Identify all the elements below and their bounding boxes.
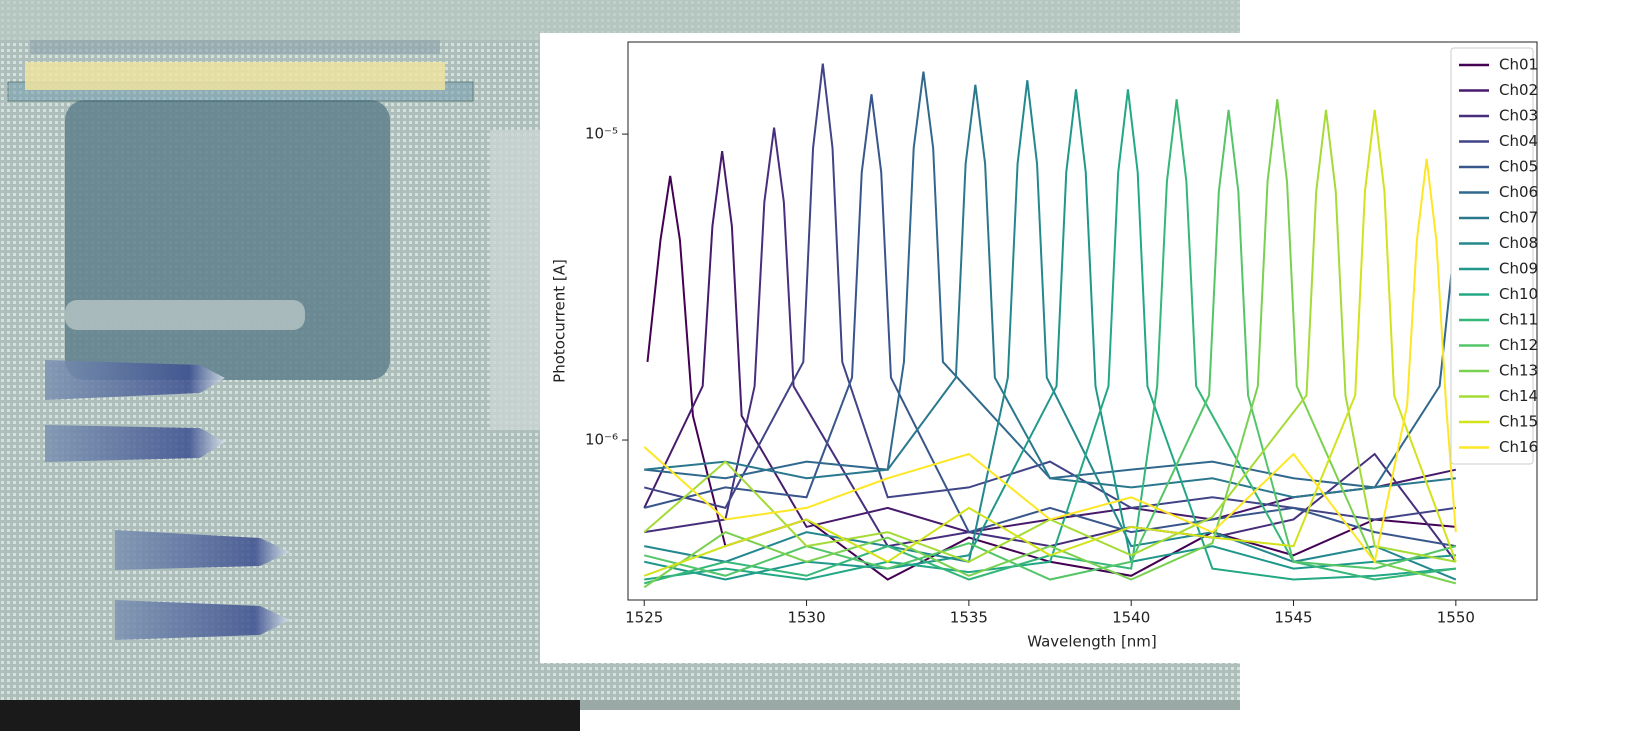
- legend-label: Ch12: [1499, 336, 1538, 354]
- x-tick-label: 1525: [625, 609, 663, 627]
- legend-label: Ch15: [1499, 413, 1538, 431]
- legend-label: Ch03: [1499, 107, 1538, 125]
- legend-label: Ch09: [1499, 260, 1538, 278]
- legend-label: Ch06: [1499, 183, 1538, 201]
- legend-label: Ch10: [1499, 285, 1538, 303]
- page: Wavelength [nm] Photocurrent [A] 1525 153…: [0, 0, 1626, 731]
- x-tick-label: 1530: [787, 609, 825, 627]
- screen: Wavelength [nm] Photocurrent [A] 1525 153…: [0, 0, 1626, 731]
- y-tick-label: 10⁻⁶: [585, 431, 618, 449]
- x-tick-label: 1550: [1437, 609, 1475, 627]
- x-axis-label: Wavelength [nm]: [1027, 633, 1157, 651]
- legend-label: Ch11: [1499, 311, 1538, 329]
- legend-label: Ch14: [1499, 387, 1538, 405]
- x-tick-label: 1535: [950, 609, 988, 627]
- legend-label: Ch02: [1499, 81, 1538, 99]
- legend-label: Ch01: [1499, 56, 1538, 74]
- legend-label: Ch13: [1499, 362, 1538, 380]
- legend-label: Ch05: [1499, 158, 1538, 176]
- y-tick-label: 10⁻⁵: [585, 125, 618, 143]
- legend-label: Ch16: [1499, 438, 1538, 456]
- x-tick-label: 1540: [1112, 609, 1150, 627]
- x-tick-label: 1545: [1274, 609, 1312, 627]
- legend-label: Ch07: [1499, 209, 1538, 227]
- legend-label: Ch08: [1499, 234, 1538, 252]
- legend-label: Ch04: [1499, 132, 1538, 150]
- y-axis-label: Photocurrent [A]: [551, 259, 569, 383]
